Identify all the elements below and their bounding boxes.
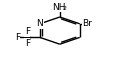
Text: N: N	[36, 19, 43, 28]
Text: NH: NH	[51, 3, 65, 12]
Text: F: F	[25, 27, 30, 36]
Text: Br: Br	[82, 19, 91, 28]
Text: F: F	[15, 33, 20, 42]
Text: 2: 2	[62, 6, 66, 11]
Text: F: F	[25, 39, 30, 48]
